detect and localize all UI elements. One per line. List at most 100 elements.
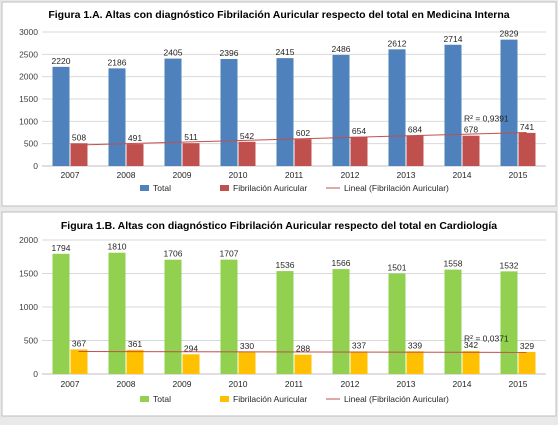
legend-label-trendline: Lineal (Fibrilación Auricular) [344, 183, 449, 193]
bar-fibrilacion [406, 351, 424, 374]
x-tick-label: 2008 [117, 379, 136, 389]
chart-panel-a: Figura 1.A. Altas con diagnóstico Fibril… [1, 1, 557, 207]
r-squared-label: R² = 0,9391 [464, 114, 509, 124]
bar-total [444, 44, 462, 166]
x-tick-label: 2014 [453, 170, 472, 180]
bar-total [276, 58, 294, 166]
bar-fibrilacion [182, 354, 200, 374]
y-tick-label: 500 [24, 139, 38, 149]
x-tick-label: 2012 [341, 379, 360, 389]
data-label-total: 2405 [164, 48, 183, 58]
x-tick-label: 2011 [285, 379, 304, 389]
legend: Total Fibrilación Auricular Lineal (Fibril… [140, 183, 449, 193]
data-label-total: 2714 [444, 34, 463, 44]
data-label-fibrilacion: 684 [408, 124, 422, 134]
data-label-total: 2486 [332, 44, 351, 54]
bar-fibrilacion [462, 135, 480, 166]
data-label-fibrilacion: 491 [128, 133, 142, 143]
bar-fibrilacion [70, 143, 88, 166]
data-label-total: 1794 [52, 243, 71, 253]
y-tick-label: 2000 [19, 72, 38, 82]
bar-fibrilacion [70, 349, 88, 374]
legend-swatch-total [140, 396, 149, 402]
legend-label-fibrilacion: Fibrilación Auricular [233, 394, 307, 404]
bar-fibrilacion [182, 143, 200, 166]
x-tick-label: 2010 [229, 170, 248, 180]
bar-fibrilacion [294, 139, 312, 166]
bar-total [220, 58, 238, 166]
data-label-total: 1501 [388, 262, 407, 272]
data-label-fibrilacion: 678 [464, 125, 478, 135]
data-label-total: 1706 [164, 249, 183, 259]
data-label-total: 1532 [500, 260, 519, 270]
data-label-total: 2186 [108, 57, 127, 67]
x-tick-label: 2007 [61, 379, 80, 389]
data-label-fibrilacion: 508 [72, 132, 86, 142]
legend-label-trendline: Lineal (Fibrilación Auricular) [344, 394, 449, 404]
data-label-total: 1566 [332, 258, 351, 268]
bar-fibrilacion [462, 351, 480, 374]
y-tick-label: 2500 [19, 49, 38, 59]
x-tick-label: 2008 [117, 170, 136, 180]
r-squared-label: R² = 0,0371 [464, 333, 509, 343]
x-tick-label: 2011 [285, 170, 304, 180]
bar-fibrilacion [406, 135, 424, 166]
trendline [78, 351, 527, 353]
bar-total [52, 253, 70, 374]
data-label-total: 2220 [52, 56, 71, 66]
bar-fibrilacion [350, 351, 368, 374]
data-label-total: 1810 [108, 242, 127, 252]
legend-swatch-fibrilacion [220, 396, 229, 402]
legend-swatch-fibrilacion [220, 185, 229, 191]
bar-fibrilacion [518, 132, 536, 166]
x-tick-label: 2007 [61, 170, 80, 180]
data-label-fibrilacion: 361 [128, 339, 142, 349]
legend: Total Fibrilación Auricular Lineal (Fibril… [140, 394, 449, 404]
x-tick-label: 2009 [173, 170, 192, 180]
bar-total [52, 66, 70, 166]
data-label-fibrilacion: 294 [184, 343, 198, 353]
legend-label-fibrilacion: Fibrilación Auricular [233, 183, 307, 193]
x-tick-label: 2012 [341, 170, 360, 180]
x-tick-label: 2013 [397, 379, 416, 389]
data-label-total: 2415 [276, 47, 295, 57]
bar-total [164, 58, 182, 166]
x-tick-label: 2013 [397, 170, 416, 180]
bar-fibrilacion [350, 136, 368, 166]
bar-fibrilacion [238, 141, 256, 166]
y-tick-label: 0 [33, 161, 38, 171]
data-label-total: 2829 [500, 29, 519, 39]
data-label-fibrilacion: 602 [296, 128, 310, 138]
bar-total [332, 269, 350, 374]
data-label-fibrilacion: 329 [520, 341, 534, 351]
legend-label-total: Total [153, 183, 171, 193]
data-label-fibrilacion: 542 [240, 131, 254, 141]
bar-total [500, 39, 518, 166]
bar-fibrilacion [126, 144, 144, 166]
bar-fibrilacion [518, 351, 536, 374]
y-tick-label: 1000 [19, 302, 38, 312]
x-tick-label: 2015 [509, 379, 528, 389]
bar-fibrilacion [126, 349, 144, 374]
y-tick-label: 500 [24, 336, 38, 346]
data-label-fibrilacion: 741 [520, 122, 534, 132]
data-label-fibrilacion: 339 [408, 340, 422, 350]
bar-fibrilacion [294, 354, 312, 374]
data-label-fibrilacion: 337 [352, 340, 366, 350]
legend-swatch-total [140, 185, 149, 191]
data-label-fibrilacion: 511 [184, 132, 198, 142]
y-tick-label: 2000 [19, 235, 38, 245]
chart-title: Figura 1.B. Altas con diagnóstico Fibril… [61, 220, 497, 232]
data-label-fibrilacion: 654 [352, 126, 366, 136]
x-tick-label: 2015 [509, 170, 528, 180]
data-label-fibrilacion: 367 [72, 338, 86, 348]
y-tick-label: 1500 [19, 94, 38, 104]
data-label-fibrilacion: 330 [240, 341, 254, 351]
x-tick-label: 2014 [453, 379, 472, 389]
bar-total [388, 273, 406, 374]
y-tick-label: 1000 [19, 116, 38, 126]
bar-total [108, 252, 126, 374]
data-label-total: 1558 [444, 259, 463, 269]
